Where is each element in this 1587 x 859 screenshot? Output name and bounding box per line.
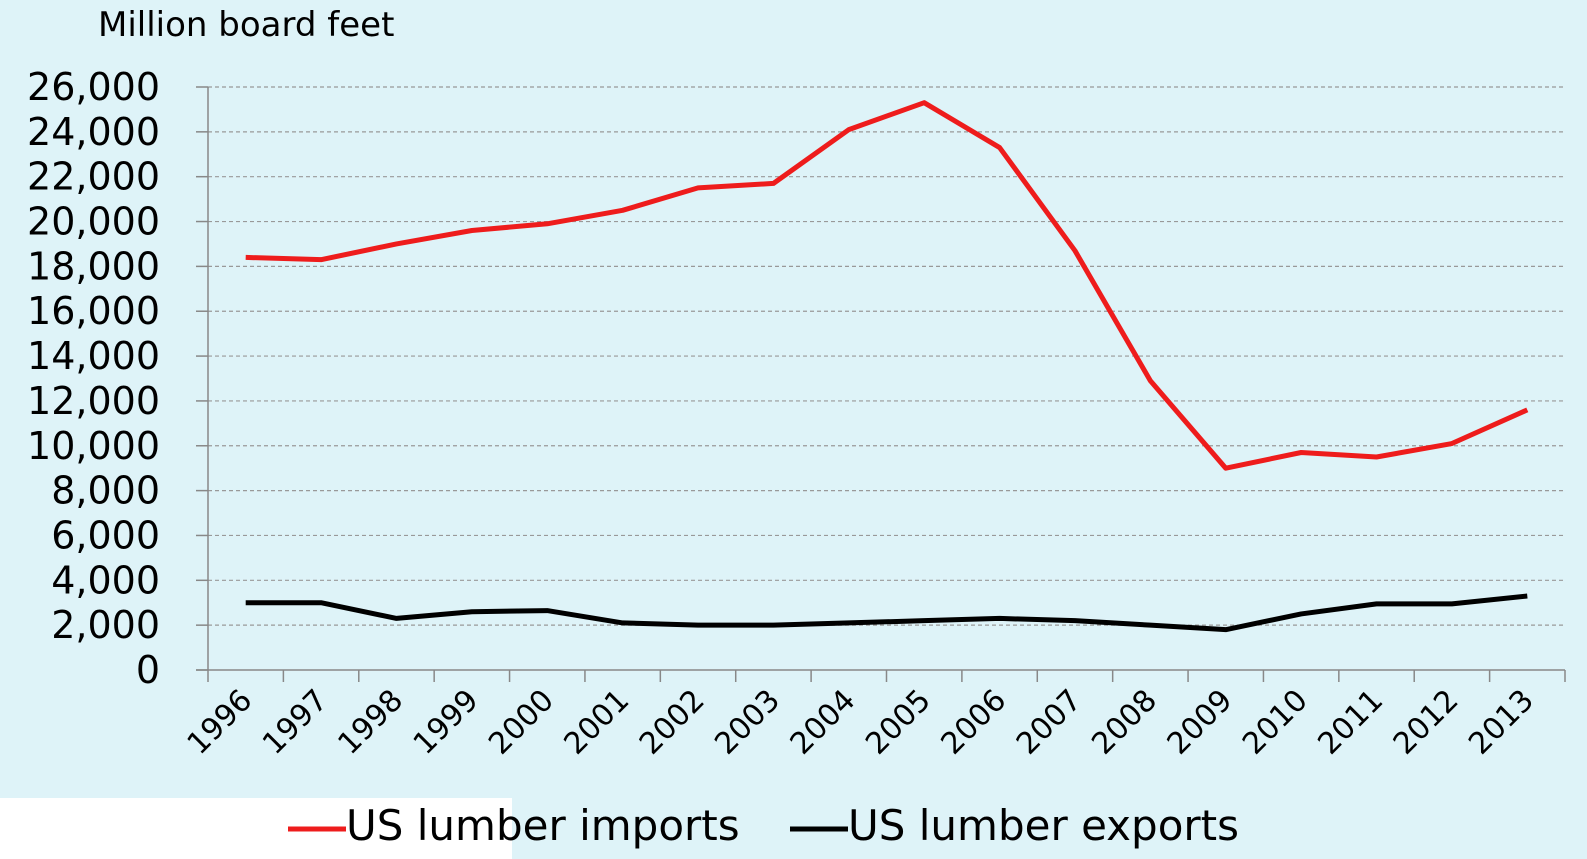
y-tick-label: 24,000 xyxy=(27,110,160,154)
series-line xyxy=(245,593,1528,633)
y-tick-label: 10,000 xyxy=(27,424,160,468)
legend-label: US lumber exports xyxy=(848,801,1239,850)
y-tick-label: 16,000 xyxy=(27,289,160,333)
y-tick-label: 4,000 xyxy=(51,558,160,602)
y-tick-label: 12,000 xyxy=(27,379,160,423)
y-axis-label: Million board feet xyxy=(98,5,394,45)
y-tick-label: 6,000 xyxy=(51,513,160,557)
y-tick-label: 18,000 xyxy=(27,244,160,288)
y-tick-label: 20,000 xyxy=(27,200,160,244)
series-line xyxy=(245,100,1529,471)
y-tick-label: 2,000 xyxy=(51,603,160,647)
legend-label: US lumber imports xyxy=(346,801,740,850)
y-tick-label: 0 xyxy=(136,648,160,692)
white-patch xyxy=(0,798,512,859)
y-tick-label: 14,000 xyxy=(27,334,160,378)
y-tick-label: 22,000 xyxy=(27,155,160,199)
y-tick-label: 26,000 xyxy=(27,65,160,109)
y-tick-label: 8,000 xyxy=(51,469,160,513)
